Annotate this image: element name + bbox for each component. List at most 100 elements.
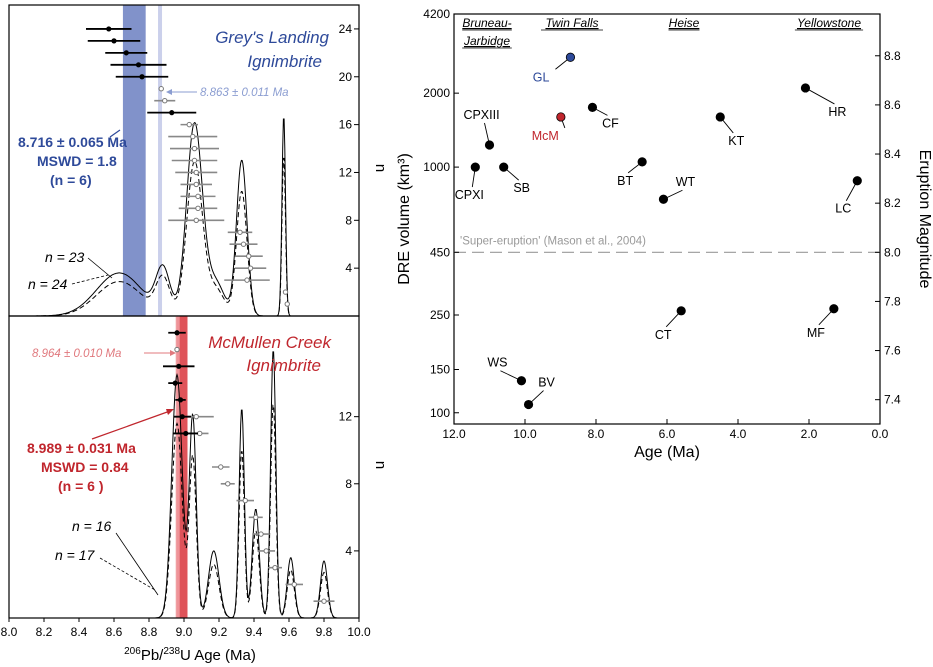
excluded-age-point xyxy=(242,497,248,504)
dre-x-tick-label: 0.0 xyxy=(872,427,889,441)
x-axis-label-superscript-238: 238 xyxy=(163,646,180,657)
y-tick-label: 4 xyxy=(345,544,352,558)
excluded-age-point xyxy=(225,481,231,487)
dre-y2-axis-ticks: 7.4 7.6 7.8 8.0 8.2 8.4 8.6 8.8 xyxy=(875,49,901,407)
greys-landing-wm-arrow xyxy=(109,129,121,138)
selected-age-point xyxy=(179,414,185,420)
mcmullen-creek-dashed-curve-label: n = 17 xyxy=(55,547,96,563)
excluded-age-point xyxy=(291,581,297,588)
mcmullen-creek-title-line1: McMullen Creek xyxy=(208,333,332,352)
x-axis-label-u-age: U Age (Ma) xyxy=(180,647,256,664)
eruption-label: CPXI xyxy=(455,188,484,202)
x-tick-label: 8.8 xyxy=(141,625,158,639)
greys-landing-youngest-arrowhead xyxy=(166,89,172,95)
magnitude-tick-label: 7.4 xyxy=(884,393,901,407)
y-tick-label: 8 xyxy=(345,213,352,227)
excluded-age-point xyxy=(191,157,198,164)
excluded-age-point xyxy=(158,86,164,92)
dre-x-tick-label: 6.0 xyxy=(659,427,676,441)
selected-age-point xyxy=(123,50,129,56)
eruption-point xyxy=(556,112,566,122)
eruption-label: CF xyxy=(602,116,619,130)
region-label: Bruneau- xyxy=(462,16,511,30)
greys-landing-data-points xyxy=(86,26,290,307)
mcmullen-creek-wm-arrow xyxy=(91,410,171,440)
x-tick-label: 10.0 xyxy=(347,625,371,639)
eruption-label: SB xyxy=(513,181,530,195)
magnitude-tick-label: 8.0 xyxy=(884,245,901,259)
selected-age-point xyxy=(135,62,142,68)
dre-plot-frame xyxy=(453,13,881,425)
excluded-age-point xyxy=(197,430,203,437)
y-tick-label: 24 xyxy=(339,22,353,36)
excluded-age-point xyxy=(193,413,199,420)
greys-landing-dashed-curve-label: n = 24 xyxy=(28,276,68,292)
dre-x-tick-label: 4.0 xyxy=(730,427,747,441)
selected-age-point xyxy=(106,26,112,32)
region-label: Yellowstone xyxy=(797,16,861,30)
selected-age-point xyxy=(174,330,180,336)
excluded-age-point xyxy=(186,121,192,128)
y-tick-label: 20 xyxy=(339,70,353,84)
eruption-point xyxy=(829,304,839,314)
greys-landing-youngest-age-label: 8.863 ± 0.011 Ma xyxy=(200,87,289,99)
greys-landing-bands xyxy=(122,5,163,316)
y-tick-label: 4 xyxy=(345,261,352,275)
eruption-point xyxy=(587,102,598,113)
dre-x-axis-ticks: 12.0 10.0 8.0 6.0 4.0 2.0 0.0 xyxy=(442,419,889,441)
eruption-point xyxy=(800,83,811,93)
eruption-point xyxy=(852,176,862,186)
greys-landing-dashed-curve-pointer xyxy=(71,274,109,285)
mcmullen-creek-solid-curve-pointer xyxy=(115,532,159,596)
y-tick-label: 12 xyxy=(339,410,353,424)
volcanic-field-labels: Bruneau- Jarbidge Twin Falls Heise Yellowsto… xyxy=(462,16,864,49)
mcmullen-creek-wm-arrowhead xyxy=(166,409,174,415)
eruption-data-points: GL McM CPXIII CPXI SB CF BT WT KT HR LC CT MF WS BV xyxy=(455,52,862,410)
excluded-age-point xyxy=(237,229,243,235)
eruption-point xyxy=(523,399,534,410)
age-x-axis-label: 206Pb/238U Age (Ma) xyxy=(124,646,256,664)
eruption-point xyxy=(565,52,576,62)
eruption-point xyxy=(658,194,669,204)
eruption-label: BV xyxy=(538,376,555,390)
youngest-crystal-band xyxy=(158,5,163,316)
mcmullen-creek-dashed-curve-pointer xyxy=(99,557,156,591)
magnitude-tick-label: 8.8 xyxy=(884,49,901,63)
excluded-age-point xyxy=(284,301,290,307)
eruption-magnitude-axis-label: Eruption Magnitude xyxy=(916,150,933,289)
selected-age-point xyxy=(177,397,184,403)
greys-landing-weighted-mean: 8.716 ± 0.065 Ma xyxy=(18,134,127,150)
dre-y-axis-ticks: 100 150 250 450 1000 2000 4200 xyxy=(423,7,459,420)
excluded-age-point xyxy=(244,277,250,283)
excluded-age-point xyxy=(253,514,259,521)
eruption-point xyxy=(715,112,725,122)
region-label: Heise xyxy=(669,16,700,30)
eruption-point xyxy=(484,140,495,150)
magnitude-tick-label: 8.4 xyxy=(884,147,901,161)
mcmullen-creek-youngest-age-label: 8.964 ± 0.010 Ma xyxy=(32,348,121,360)
x-tick-label: 9.4 xyxy=(246,625,263,639)
greys-landing-title-line2: Ignimbrite xyxy=(247,52,322,71)
excluded-age-point xyxy=(162,97,168,104)
mcmullen-creek-y-axis-label: n xyxy=(372,461,389,469)
region-label-line2: Jarbidge xyxy=(463,34,510,48)
eruption-leader-line xyxy=(805,87,835,105)
age-x-axis-ticks: 8.0 8.2 8.4 8.6 8.8 9.0 9.2 9.4 9.6 9.8 10.0 xyxy=(1,618,371,639)
x-tick-label: 9.2 xyxy=(211,625,228,639)
x-tick-label: 8.0 xyxy=(1,625,18,639)
excluded-age-point xyxy=(321,598,327,604)
selected-age-point xyxy=(169,110,175,116)
eruption-label: GL xyxy=(533,70,550,84)
greys-landing-solid-curve-label: n = 23 xyxy=(45,249,85,265)
selected-age-point xyxy=(111,38,117,44)
excluded-age-point xyxy=(195,205,201,212)
greys-landing-panel: 4 8 12 16 20 24 n Grey's Landing Ignimbrite 8… xyxy=(8,4,389,317)
excluded-age-point xyxy=(193,217,199,224)
x-tick-label: 8.4 xyxy=(71,625,88,639)
eruption-point xyxy=(499,162,509,172)
eruption-point xyxy=(637,157,647,167)
greys-landing-y-axis-label: n xyxy=(372,164,389,172)
excluded-age-point xyxy=(282,289,289,295)
dre-y-tick-label: 150 xyxy=(430,363,450,377)
dre-x-tick-label: 12.0 xyxy=(442,427,466,441)
